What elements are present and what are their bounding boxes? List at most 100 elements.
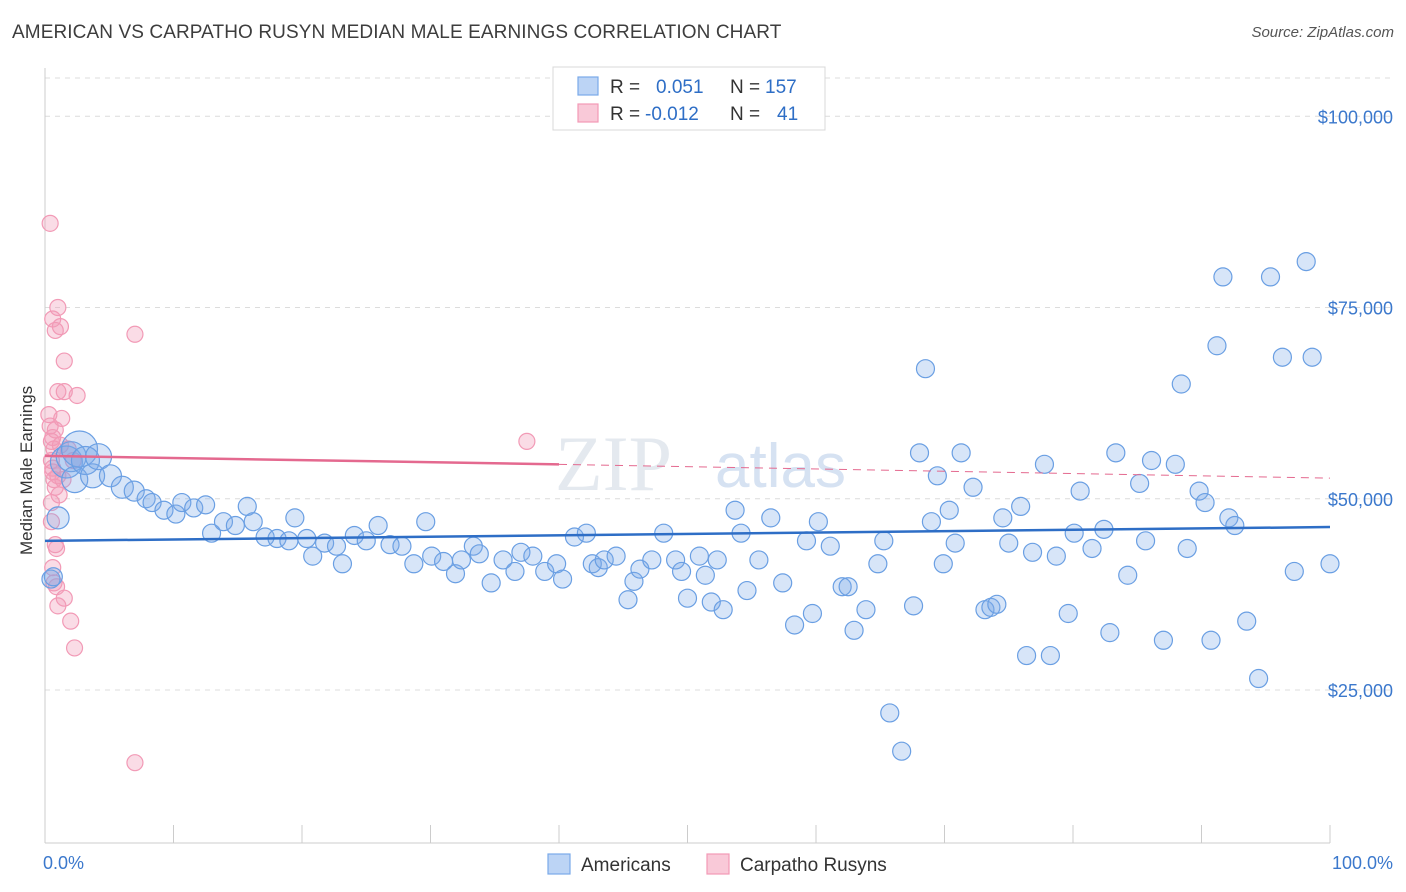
rusyn-point — [53, 409, 71, 428]
american-point — [1130, 473, 1150, 494]
american-point — [1153, 630, 1174, 650]
american-point — [285, 508, 305, 528]
american-point — [933, 554, 953, 574]
american-point — [110, 475, 134, 499]
american-point — [213, 512, 234, 532]
american-point — [1302, 347, 1322, 367]
american-point — [416, 512, 436, 532]
rusyn-point — [51, 318, 70, 336]
american-point — [987, 594, 1007, 614]
american-point — [1135, 531, 1156, 551]
american-point — [303, 546, 323, 566]
legend-rusyns-swatch — [577, 103, 599, 123]
bottom-legend-rusyns-swatch — [706, 853, 730, 875]
american-point — [1070, 481, 1090, 501]
american-point — [123, 480, 145, 502]
american-point — [671, 561, 692, 582]
rusyn-point — [518, 432, 536, 450]
american-point — [892, 741, 912, 761]
rusyn-point — [47, 539, 66, 558]
rusyn-point — [50, 486, 68, 504]
american-point — [939, 500, 959, 520]
american-point — [915, 359, 936, 379]
chart-source: Source: ZipAtlas.com — [1251, 24, 1394, 41]
american-point — [1165, 454, 1185, 474]
americans-points — [41, 252, 1340, 761]
american-point — [344, 525, 364, 546]
american-point — [999, 533, 1019, 553]
american-point — [1272, 347, 1293, 367]
rusyn-point — [55, 352, 73, 370]
american-point — [1016, 645, 1037, 666]
american-point — [1046, 546, 1066, 566]
american-point — [737, 580, 757, 601]
american-point — [1022, 542, 1043, 562]
american-point — [451, 550, 472, 570]
american-point — [1219, 508, 1239, 528]
american-point — [844, 620, 864, 640]
y-tick-label: $100,000 — [1318, 107, 1393, 127]
axes — [44, 68, 1331, 844]
american-point — [802, 603, 823, 624]
american-point — [404, 554, 424, 574]
legend-n-label-2: N = — [730, 104, 760, 125]
watermark: ZIP atlas — [555, 420, 846, 507]
american-point — [493, 550, 513, 570]
watermark-zip: ZIP — [555, 420, 672, 507]
american-point — [505, 561, 525, 582]
american-point — [225, 515, 245, 536]
american-point — [46, 506, 70, 530]
american-point — [606, 546, 626, 566]
american-point — [356, 531, 376, 551]
american-point — [624, 571, 644, 591]
american-point — [469, 544, 489, 564]
bottom-legend-rusyns: Carpatho Rusyns — [740, 855, 887, 876]
american-point — [618, 590, 638, 610]
american-point — [332, 554, 353, 574]
american-point — [796, 531, 817, 551]
american-point — [511, 542, 531, 562]
legend-r-value-2: -0.012 — [645, 104, 699, 125]
watermark-atlas: atlas — [715, 432, 846, 501]
bottom-legend-americans: Americans — [581, 855, 671, 876]
american-point — [41, 569, 61, 589]
american-point — [201, 523, 222, 543]
american-point — [903, 596, 924, 616]
american-point — [43, 567, 63, 587]
american-point — [725, 500, 745, 520]
american-point — [1177, 538, 1197, 559]
rusyns-trend-extension — [558, 463, 1331, 479]
american-point — [856, 600, 876, 620]
american-point — [1207, 336, 1227, 356]
american-point — [576, 523, 596, 543]
american-point — [695, 565, 715, 585]
american-point — [927, 466, 947, 486]
american-point — [945, 533, 965, 553]
y-tick-label: $50,000 — [1328, 490, 1393, 510]
rusyn-point — [68, 386, 86, 405]
american-point — [1118, 565, 1138, 585]
american-point — [784, 615, 805, 635]
american-point — [392, 536, 412, 556]
american-point — [951, 443, 971, 463]
legend-n-value-1: 157 — [765, 77, 797, 98]
y-axis-label: Median Male Earnings — [17, 386, 36, 555]
american-point — [552, 569, 573, 589]
rusyn-point — [49, 383, 67, 401]
x-tick-label-min: 0.0% — [43, 853, 84, 873]
american-point — [689, 546, 709, 566]
y-tick-label: $75,000 — [1328, 299, 1393, 319]
y-tick-labels: $25,000 $50,000 $75,000 $100,000 — [1318, 107, 1393, 701]
rusyn-point — [55, 383, 73, 401]
american-point — [1320, 554, 1340, 574]
american-point — [921, 512, 942, 532]
american-point — [761, 508, 781, 528]
legend-americans-swatch — [577, 76, 599, 96]
y-tick-label: $25,000 — [1328, 681, 1393, 701]
chart-title: AMERICAN VS CARPATHO RUSYN MEDIAN MALE E… — [12, 22, 782, 43]
american-point — [1171, 374, 1191, 394]
correlation-legend: R = 0.051 N = 157 R = -0.012 N = 41 — [552, 66, 826, 131]
american-point — [1058, 603, 1078, 624]
legend-n-label-1: N = — [730, 77, 760, 98]
american-point — [1195, 492, 1215, 513]
